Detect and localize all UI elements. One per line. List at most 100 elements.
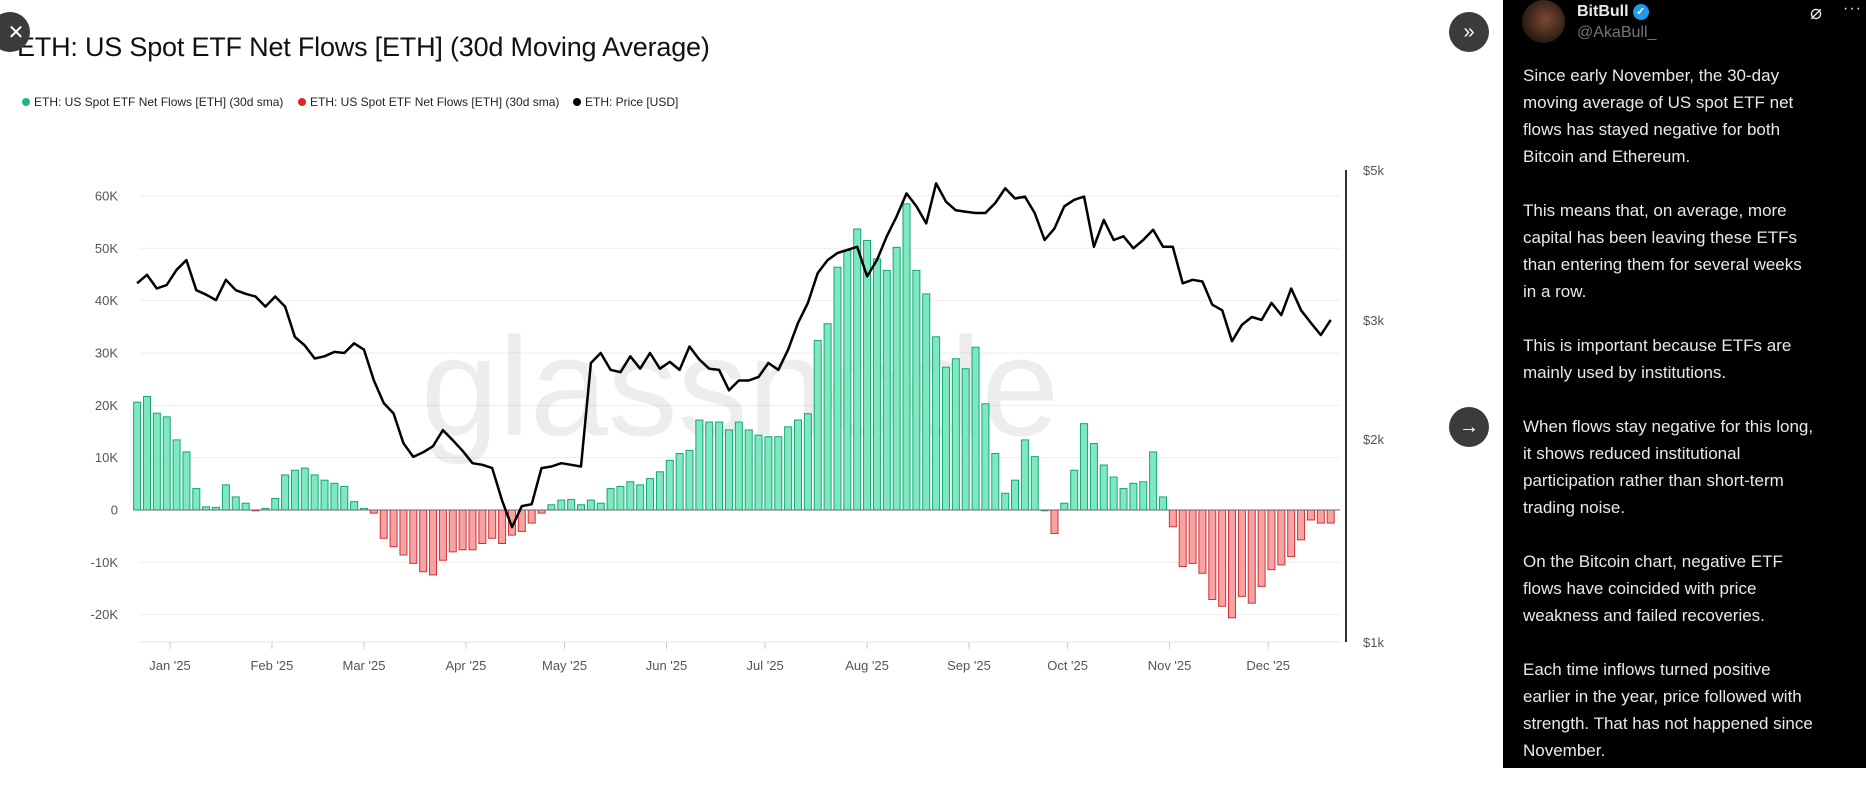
legend-label: ETH: US Spot ETF Net Flows [ETH] (30d sm… — [310, 95, 559, 109]
inflow-bar — [962, 369, 969, 510]
y-tick-label: 20K — [95, 398, 118, 413]
x-tick-label: May '25 — [542, 658, 587, 673]
more-options-icon[interactable]: ··· — [1843, 0, 1862, 18]
inflow-bar — [1140, 482, 1147, 510]
expand-button[interactable]: » — [1449, 12, 1489, 52]
inflow-bar — [686, 450, 693, 510]
outflow-bar — [1278, 510, 1285, 565]
inflow-bar — [775, 437, 782, 510]
inflow-bar — [163, 417, 170, 510]
inflow-bar — [1110, 477, 1117, 510]
inflow-bar — [548, 505, 555, 510]
outflow-bar — [1229, 510, 1236, 618]
legend-item-outflows[interactable]: ETH: US Spot ETF Net Flows [ETH] (30d sm… — [298, 95, 559, 109]
inflow-bar — [785, 427, 792, 510]
inflow-bar — [291, 470, 298, 510]
tweet-line: strength. That has not happened since — [1523, 710, 1813, 737]
inflow-bar — [834, 267, 841, 510]
tweet-line: This is important because ETFs are — [1523, 332, 1813, 359]
inflow-bar — [696, 420, 703, 510]
tweet-paragraph: When flows stay negative for this long,i… — [1523, 413, 1813, 521]
inflow-bar — [272, 498, 279, 510]
legend-item-inflows[interactable]: ETH: US Spot ETF Net Flows [ETH] (30d sm… — [22, 95, 283, 109]
x-tick-label: Aug '25 — [845, 658, 889, 673]
chart-title: ETH: US Spot ETF Net Flows [ETH] (30d Mo… — [17, 32, 710, 63]
avatar[interactable] — [1522, 0, 1565, 43]
inflow-bar — [1021, 440, 1028, 510]
tweet-line: This means that, on average, more — [1523, 197, 1813, 224]
tweet-line: participation rather than short-term — [1523, 467, 1813, 494]
grok-icon[interactable]: ⌀ — [1810, 0, 1822, 25]
tweet-panel: BitBull✓ @AkaBull_ ⌀ ··· Since early Nov… — [1503, 0, 1866, 768]
y-tick-label: 60K — [95, 189, 118, 204]
x-tick-label: Jun '25 — [646, 658, 688, 673]
inflow-bar — [1061, 503, 1068, 510]
outflow-bar — [1169, 510, 1176, 527]
inflow-bar — [864, 241, 871, 510]
outflow-bar — [1248, 510, 1255, 603]
close-icon: ✕ — [8, 20, 25, 45]
inflow-bar — [637, 485, 644, 510]
inflow-bar — [647, 479, 654, 510]
inflow-bar — [311, 475, 318, 510]
next-button[interactable]: → — [1449, 407, 1489, 447]
inflow-bar — [795, 420, 802, 510]
inflow-bar — [982, 404, 989, 510]
outflow-bar — [469, 510, 476, 550]
inflow-bar — [568, 500, 575, 510]
inflow-bar — [893, 247, 900, 510]
inflow-bar — [1159, 497, 1166, 510]
inflow-bar — [883, 270, 890, 510]
inflow-bar — [972, 347, 979, 510]
tweet-line: trading noise. — [1523, 494, 1813, 521]
author-name[interactable]: BitBull✓ — [1577, 3, 1649, 21]
x-tick-label: Mar '25 — [343, 658, 386, 673]
inflow-bar — [745, 430, 752, 510]
x-tick-label: Dec '25 — [1246, 658, 1290, 673]
outflow-bar — [1219, 510, 1226, 606]
outflow-bar — [479, 510, 486, 543]
outflow-bar — [1317, 510, 1324, 523]
inflow-bar — [232, 497, 239, 510]
tweet-line: earlier in the year, price followed with — [1523, 683, 1813, 710]
outflow-bar — [1179, 510, 1186, 567]
inflow-bar — [666, 460, 673, 510]
inflow-bar — [716, 422, 723, 510]
y-tick-label: 50K — [95, 241, 118, 256]
outflow-bar — [390, 510, 397, 547]
inflow-bar — [597, 503, 604, 510]
inflow-bar — [282, 475, 289, 510]
inflow-bar — [578, 505, 585, 510]
inflow-bar — [1002, 493, 1009, 510]
inflow-bar — [913, 270, 920, 510]
inflow-bar — [942, 367, 949, 510]
inflow-bar — [725, 430, 732, 510]
inflow-bar — [1012, 480, 1019, 510]
inflow-bar — [873, 259, 880, 510]
tweet-line: Bitcoin and Ethereum. — [1523, 143, 1813, 170]
inflow-bar — [222, 485, 229, 510]
inflow-bar — [321, 480, 328, 510]
inflow-bar — [676, 453, 683, 510]
author-handle[interactable]: @AkaBull_ — [1577, 24, 1656, 42]
outflow-bar — [1327, 510, 1334, 523]
inflow-bar — [992, 453, 999, 510]
legend-dot-black — [573, 98, 581, 106]
tweet-line: Each time inflows turned positive — [1523, 656, 1813, 683]
inflow-bar — [301, 468, 308, 510]
tweet-line: it shows reduced institutional — [1523, 440, 1813, 467]
tweet-line: flows have coincided with price — [1523, 575, 1813, 602]
outflow-bar — [499, 510, 506, 543]
inflow-bar — [804, 414, 811, 510]
inflow-bar — [1130, 483, 1137, 510]
tweet-line: in a row. — [1523, 278, 1813, 305]
inflow-bar — [1071, 470, 1078, 510]
outflow-bar — [380, 510, 387, 538]
inflow-bar — [824, 324, 831, 510]
x-tick-label: Nov '25 — [1148, 658, 1192, 673]
legend-item-price[interactable]: ETH: Price [USD] — [573, 95, 678, 109]
legend-label: ETH: Price [USD] — [585, 95, 678, 109]
inflow-bar — [903, 204, 910, 510]
tweet-line: than entering them for several weeks — [1523, 251, 1813, 278]
